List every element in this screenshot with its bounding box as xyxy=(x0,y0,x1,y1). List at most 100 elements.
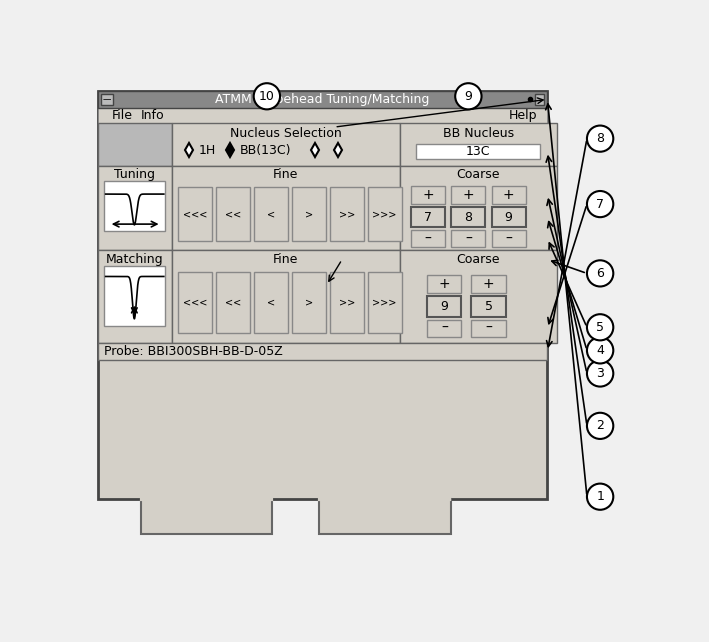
Text: 9: 9 xyxy=(505,211,513,223)
Bar xyxy=(98,343,547,360)
Bar xyxy=(415,144,540,159)
Bar xyxy=(471,320,506,336)
Bar xyxy=(368,272,402,333)
Text: 6: 6 xyxy=(596,267,604,280)
Circle shape xyxy=(587,314,613,340)
Text: Fine: Fine xyxy=(273,253,298,266)
Text: <<<: <<< xyxy=(183,298,207,308)
Text: BB(13C): BB(13C) xyxy=(240,144,291,157)
Circle shape xyxy=(587,413,613,439)
Text: 3: 3 xyxy=(596,367,604,380)
Circle shape xyxy=(587,191,613,217)
Bar xyxy=(172,123,400,166)
Bar xyxy=(98,250,172,343)
Text: 7: 7 xyxy=(424,211,432,223)
Text: –: – xyxy=(506,232,512,246)
Bar xyxy=(216,272,250,333)
Bar xyxy=(491,186,526,204)
Bar xyxy=(428,320,462,336)
Bar xyxy=(178,187,212,241)
Text: Info: Info xyxy=(140,109,164,122)
Text: 4: 4 xyxy=(596,344,604,357)
Bar xyxy=(319,499,450,534)
Text: –: – xyxy=(485,321,492,335)
Text: +: + xyxy=(439,277,450,291)
Bar xyxy=(216,187,250,241)
Bar xyxy=(535,94,545,105)
Bar xyxy=(491,230,526,247)
Text: >: > xyxy=(305,209,313,219)
Text: Tuning: Tuning xyxy=(114,168,155,181)
Bar xyxy=(104,266,165,325)
Text: 8: 8 xyxy=(596,132,604,145)
Text: <<: << xyxy=(225,298,241,308)
Bar xyxy=(104,181,165,231)
Text: 1: 1 xyxy=(596,490,604,503)
Circle shape xyxy=(455,83,481,109)
Text: 2: 2 xyxy=(596,419,604,432)
Bar xyxy=(428,297,462,317)
Text: >>>: >>> xyxy=(372,298,397,308)
Circle shape xyxy=(587,360,613,386)
Bar xyxy=(98,91,547,499)
Text: >>>: >>> xyxy=(372,209,397,219)
Text: 7: 7 xyxy=(596,198,604,211)
Circle shape xyxy=(587,337,613,363)
Text: +: + xyxy=(503,188,515,202)
Bar xyxy=(98,108,547,123)
Text: <: < xyxy=(267,209,275,219)
Bar xyxy=(400,250,557,343)
Text: File: File xyxy=(112,109,133,122)
Text: >: > xyxy=(305,298,313,308)
Text: Fine: Fine xyxy=(273,168,298,181)
Text: BB Nucleus: BB Nucleus xyxy=(443,126,514,140)
Bar xyxy=(368,187,402,241)
Text: Probe: BBI300SBH-BB-D-05Z: Probe: BBI300SBH-BB-D-05Z xyxy=(104,345,283,358)
Text: Nucleus Selection: Nucleus Selection xyxy=(230,126,341,140)
Bar xyxy=(98,123,172,166)
Bar xyxy=(330,272,364,333)
Text: —: — xyxy=(103,95,111,104)
Text: Coarse: Coarse xyxy=(457,253,501,266)
Text: <<<: <<< xyxy=(183,209,207,219)
Text: –: – xyxy=(441,321,448,335)
Bar xyxy=(452,186,486,204)
Text: +: + xyxy=(423,188,434,202)
Text: Coarse: Coarse xyxy=(457,168,501,181)
Bar xyxy=(254,272,288,333)
Text: Matching: Matching xyxy=(106,253,163,266)
Bar xyxy=(101,94,113,105)
Text: 10: 10 xyxy=(259,90,275,103)
Text: ATMM Probehead Tuning/Matching: ATMM Probehead Tuning/Matching xyxy=(216,93,430,106)
Text: <<: << xyxy=(225,209,241,219)
Text: –: – xyxy=(425,232,432,246)
Bar xyxy=(411,186,445,204)
Text: +: + xyxy=(462,188,474,202)
Text: 5: 5 xyxy=(484,300,493,313)
Text: –: – xyxy=(465,232,471,246)
Circle shape xyxy=(587,126,613,152)
Text: >>: >> xyxy=(339,298,354,308)
Text: >>: >> xyxy=(339,209,354,219)
Text: 9: 9 xyxy=(440,300,448,313)
Text: <: < xyxy=(267,298,275,308)
Bar xyxy=(411,230,445,247)
Text: Help: Help xyxy=(508,109,537,122)
Bar xyxy=(491,207,526,227)
Bar xyxy=(172,166,400,250)
Bar xyxy=(254,187,288,241)
Bar xyxy=(291,187,325,241)
Text: 1H: 1H xyxy=(199,144,216,157)
Bar xyxy=(452,207,486,227)
Circle shape xyxy=(587,483,613,510)
Bar xyxy=(98,91,547,108)
Bar xyxy=(140,499,272,534)
Bar xyxy=(330,187,364,241)
Text: 9: 9 xyxy=(464,90,472,103)
Circle shape xyxy=(587,260,613,286)
Bar xyxy=(291,272,325,333)
Bar xyxy=(471,297,506,317)
Text: 8: 8 xyxy=(464,211,472,223)
Text: 5: 5 xyxy=(596,321,604,334)
Bar xyxy=(471,275,506,293)
